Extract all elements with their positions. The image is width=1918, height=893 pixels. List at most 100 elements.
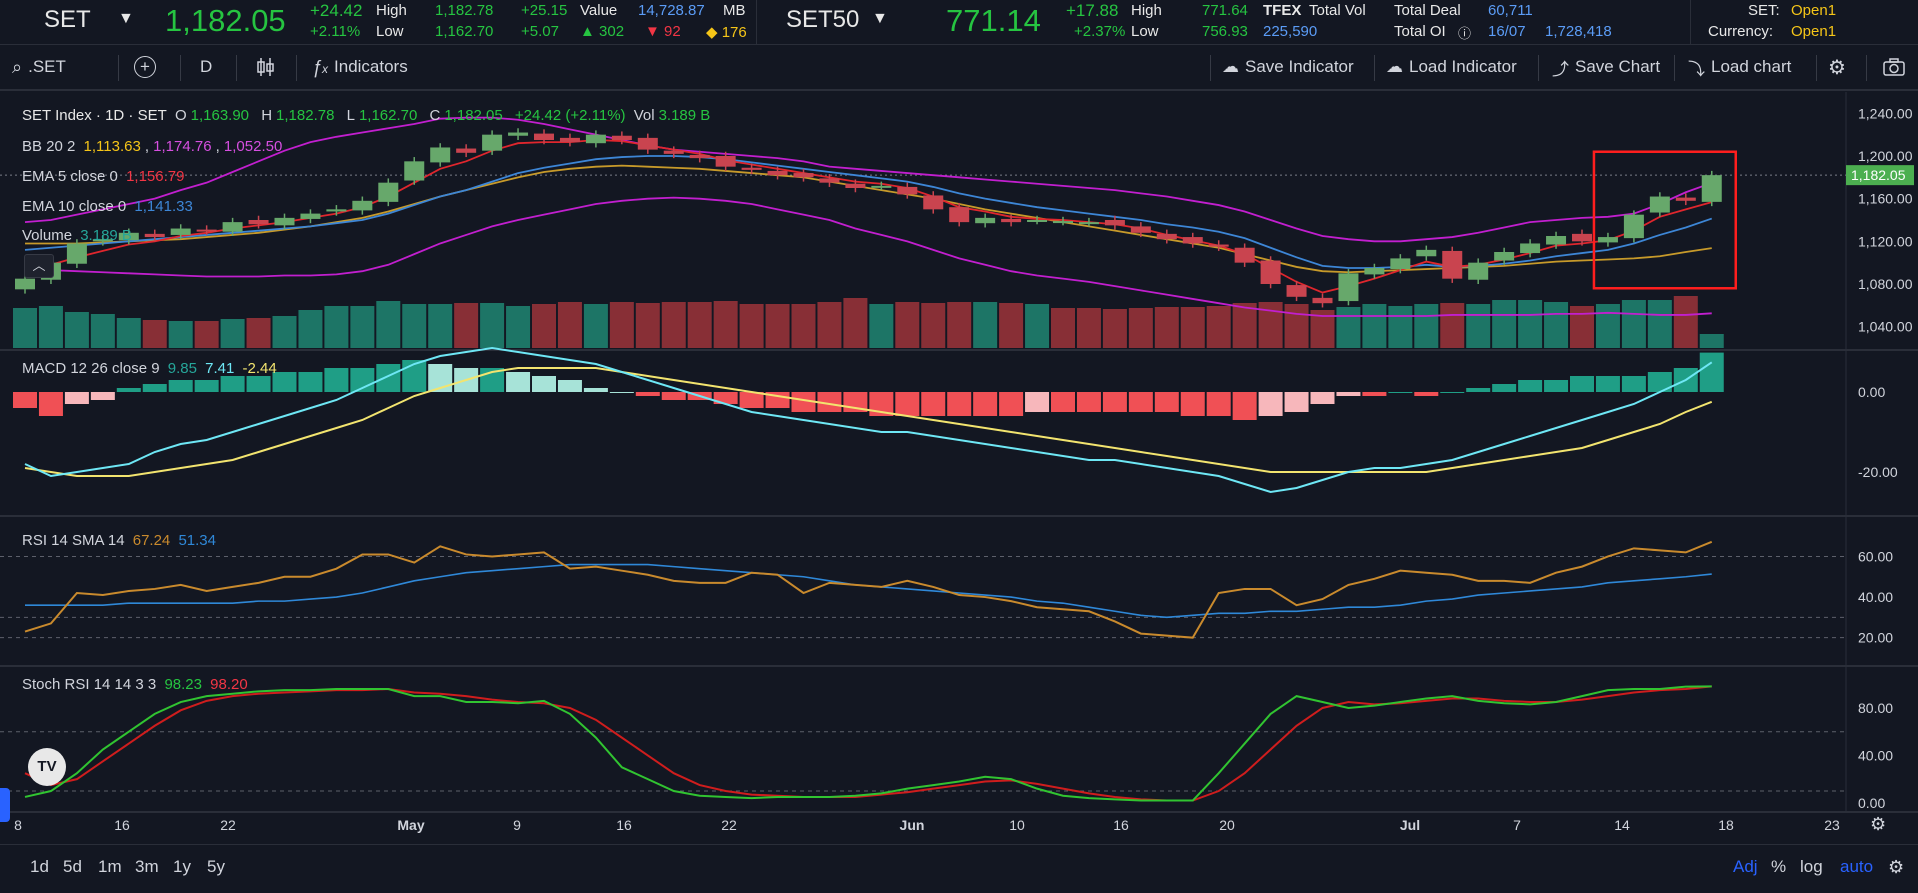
percent-toggle[interactable]: % (1771, 857, 1787, 876)
volume-legend[interactable]: Volume 3.189 B (22, 227, 136, 244)
chart-toolbar: ⌕ .SET + D ƒx Indicators ☁ Save Indicato… (0, 45, 1918, 91)
candle-body (767, 170, 788, 176)
market-set-label: SET: (1748, 2, 1780, 19)
set-symbol[interactable]: SET (44, 6, 91, 33)
rsi-sma-line (25, 563, 1712, 619)
settings-button[interactable]: ⚙ (1828, 45, 1846, 89)
advance-count: ▲ 302 (580, 23, 625, 40)
candle-body (248, 220, 269, 225)
volume-bar (583, 304, 608, 348)
unchanged-count: ◆ 176 (706, 24, 747, 41)
macd-hist-bar (713, 392, 738, 404)
candle-body (378, 182, 399, 202)
volume-bar (1518, 300, 1543, 348)
auto-toggle[interactable]: auto (1840, 857, 1874, 876)
save-chart-button[interactable]: ⤴ Save Chart (1552, 45, 1660, 89)
macd-hist-bar (1362, 392, 1387, 396)
chevron-up-icon: ︿ (32, 258, 46, 273)
volume-bar (1440, 303, 1465, 348)
collapse-legend-button[interactable]: ︿ (24, 254, 54, 278)
timeframe-1d[interactable]: 1d (30, 857, 49, 876)
compare-button[interactable]: + (134, 45, 156, 89)
rsi-legend[interactable]: RSI 14 SMA 14 67.24 51.34 (22, 532, 220, 549)
currency-label: Currency: (1708, 23, 1774, 40)
load-chart-button[interactable]: ⤵ Load chart (1688, 45, 1791, 89)
time-axis-settings-button[interactable]: ⚙ (1870, 814, 1886, 835)
macd-hist-bar (142, 384, 167, 392)
stoch-tick-label: 0.00 (1858, 795, 1885, 811)
trend-up-icon: ⤴ (1552, 59, 1569, 79)
toolbar-separator (296, 55, 297, 81)
snapshot-button[interactable] (1882, 45, 1906, 89)
search-input[interactable]: .SET (28, 57, 66, 76)
decline-icon: ▼ (645, 23, 660, 40)
load-indicator-button[interactable]: ☁ Load Indicator (1386, 45, 1517, 89)
set50-symbol[interactable]: SET50 (786, 6, 860, 33)
candle-body (430, 147, 451, 163)
time-tick-label: 16 (114, 817, 130, 833)
ema5-legend[interactable]: EMA 5 close 0 1,156.79 (22, 168, 188, 185)
chart-canvas[interactable]: 1,240.00 1,200.00 1,160.00 1,120.00 1,080.00… (0, 92, 1918, 844)
candle-body (715, 156, 736, 167)
timeframe-1y[interactable]: 1y (173, 857, 191, 876)
timeframe-5y[interactable]: 5y (207, 857, 225, 876)
macd-hist-bar (1414, 392, 1439, 396)
candle-body (352, 200, 373, 211)
macd-hist-bar (1699, 352, 1724, 392)
macd-hist-bar (947, 392, 972, 416)
macd-hist-bar (1258, 392, 1283, 416)
set50-dropdown-icon[interactable]: ▼ (872, 10, 888, 27)
macd-hist-bar (973, 392, 998, 416)
bb-legend[interactable]: BB 20 2 1,113.63, 1,174.76, 1,052.50 (22, 138, 283, 155)
volume-bar (324, 306, 349, 348)
bb-upper-line (24, 116, 1713, 243)
volume-bar (1051, 308, 1075, 348)
stoch-legend[interactable]: Stoch RSI 14 14 3 3 98.23 98.20 (22, 676, 252, 693)
candle-body (456, 148, 477, 153)
chart-area[interactable]: 1,240.00 1,200.00 1,160.00 1,120.00 1,080.00… (0, 92, 1918, 844)
last-price-label: 1,182.05 (1851, 167, 1906, 183)
camera-icon (1883, 58, 1905, 76)
volume-bar (1570, 306, 1594, 348)
macd-hist-bar (194, 380, 219, 392)
log-toggle[interactable]: log (1800, 857, 1823, 876)
volume-bar (402, 304, 427, 348)
macd-hist-bar (1336, 392, 1361, 396)
timeframe-3m[interactable]: 3m (135, 857, 159, 876)
rsi-tick-label: 60.00 (1858, 548, 1893, 564)
symbol-dropdown-icon[interactable]: ▼ (118, 10, 134, 27)
scale-settings-button[interactable]: ⚙ (1888, 857, 1904, 878)
candle-body (611, 135, 632, 140)
ema10-legend[interactable]: EMA 10 close 0 1,141.33 (22, 198, 197, 215)
macd-signal-line (24, 367, 1713, 477)
set-low-diff: +5.07 (521, 23, 559, 40)
timeframe-5d[interactable]: 5d (63, 857, 82, 876)
volume-bar (64, 312, 89, 348)
macd-hist-bar (1310, 392, 1335, 404)
tradingview-logo[interactable]: TV (28, 748, 66, 786)
adjust-toggle[interactable]: Adj (1733, 857, 1758, 876)
save-indicator-button[interactable]: ☁ Save Indicator (1222, 45, 1354, 89)
total-deal-label: Total Deal (1394, 2, 1461, 19)
macd-legend[interactable]: MACD 12 26 close 9 9.85 7.41 -2.44 (22, 360, 281, 377)
time-tick-label: 20 (1219, 817, 1235, 833)
macd-hist-bar (506, 372, 531, 392)
volume-bar (1232, 303, 1257, 348)
legend-high: H 1,182.78 (261, 107, 335, 124)
volume-bar (428, 304, 453, 348)
symbol-search[interactable]: ⌕ .SET (12, 45, 66, 89)
indicators-button[interactable]: ƒx Indicators (312, 45, 408, 89)
time-tick-label: 7 (1513, 817, 1521, 833)
chart-type-button[interactable] (254, 45, 276, 89)
volume-bar (1025, 304, 1050, 348)
set-low: 1,162.70 (435, 23, 494, 40)
unchanged-icon: ◆ (706, 24, 718, 41)
price-tick-label: 1,040.00 (1858, 319, 1913, 335)
interval-button[interactable]: D (200, 57, 213, 76)
oi-date: 16/07 (1488, 23, 1526, 40)
info-icon[interactable]: ⓘ (1458, 26, 1472, 41)
timeframe-1m[interactable]: 1m (98, 857, 122, 876)
total-vol-label: Total Vol (1309, 2, 1366, 19)
scroll-handle[interactable] (0, 788, 10, 822)
macd-hist-bar (64, 392, 89, 404)
